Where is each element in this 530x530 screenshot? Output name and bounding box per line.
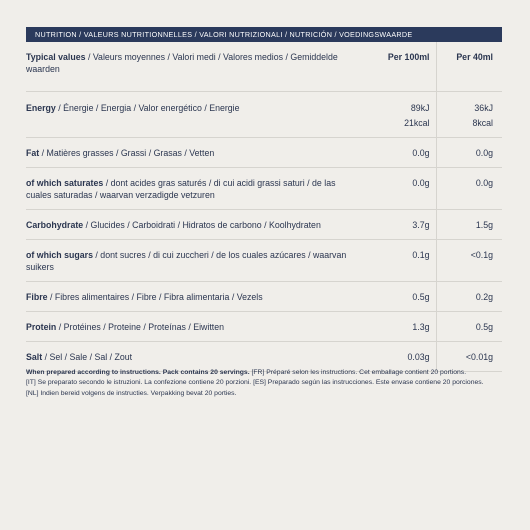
carbohydrate-per-100ml: 3.7g xyxy=(366,209,437,240)
protein-label: Protein / Protéines / Proteine / Proteín… xyxy=(26,311,366,342)
energy-label: Energy / Énergie / Energia / Valor energ… xyxy=(26,91,366,138)
sugars-per-40ml: <0.1g xyxy=(436,239,502,282)
table-row: Fibre / Fibres alimentaires / Fibre / Fi… xyxy=(26,281,502,312)
energy-per-40ml: 36kJ 8kcal xyxy=(436,91,502,138)
fibre-per-40ml: 0.2g xyxy=(436,281,502,312)
carbohydrate-label: Carbohydrate / Glucides / Carboidrati / … xyxy=(26,209,366,240)
fat-per-40ml: 0.0g xyxy=(436,137,502,168)
protein-per-40ml: 0.5g xyxy=(436,311,502,342)
saturates-per-40ml: 0.0g xyxy=(436,167,502,210)
protein-per-100ml: 1.3g xyxy=(366,311,437,342)
table-row: of which sugars / dont sucres / di cui z… xyxy=(26,239,502,282)
table-row: Protein / Protéines / Proteine / Proteín… xyxy=(26,311,502,342)
salt-per-40ml: <0.01g xyxy=(436,341,502,372)
sugars-label: of which sugars / dont sucres / di cui z… xyxy=(26,239,366,282)
table-row: Fat / Matières grasses / Grassi / Grasas… xyxy=(26,137,502,168)
saturates-label: of which saturates / dont acides gras sa… xyxy=(26,167,366,210)
saturates-per-100ml: 0.0g xyxy=(366,167,437,210)
fibre-per-100ml: 0.5g xyxy=(366,281,437,312)
sugars-per-100ml: 0.1g xyxy=(366,239,437,282)
table-row: Carbohydrate / Glucides / Carboidrati / … xyxy=(26,209,502,240)
nutrition-panel: NUTRITION / VALEURS NUTRITIONNELLES / VA… xyxy=(26,27,502,372)
energy-per-100ml: 89kJ 21kcal xyxy=(366,91,437,138)
table-header-row: Typical values / Valeurs moyennes / Valo… xyxy=(26,42,502,92)
fat-label: Fat / Matières grasses / Grassi / Grasas… xyxy=(26,137,366,168)
table-row: Salt / Sel / Sale / Sal / Zout 0.03g <0.… xyxy=(26,341,502,372)
per-40ml-header: Per 40ml xyxy=(436,42,502,92)
table-row: of which saturates / dont acides gras sa… xyxy=(26,167,502,210)
carbohydrate-per-40ml: 1.5g xyxy=(436,209,502,240)
fat-per-100ml: 0.0g xyxy=(366,137,437,168)
table-row: Energy / Énergie / Energia / Valor energ… xyxy=(26,91,502,138)
fibre-label: Fibre / Fibres alimentaires / Fibre / Fi… xyxy=(26,281,366,312)
nutrition-header: NUTRITION / VALEURS NUTRITIONNELLES / VA… xyxy=(26,27,502,42)
preparation-footnote: When prepared according to instructions.… xyxy=(26,369,484,397)
salt-per-100ml: 0.03g xyxy=(366,341,437,372)
per-100ml-header: Per 100ml xyxy=(366,42,437,92)
typical-values-label: Typical values / Valeurs moyennes / Valo… xyxy=(26,42,366,92)
salt-label: Salt / Sel / Sale / Sal / Zout xyxy=(26,341,366,372)
nutrition-table: Typical values / Valeurs moyennes / Valo… xyxy=(26,42,502,372)
